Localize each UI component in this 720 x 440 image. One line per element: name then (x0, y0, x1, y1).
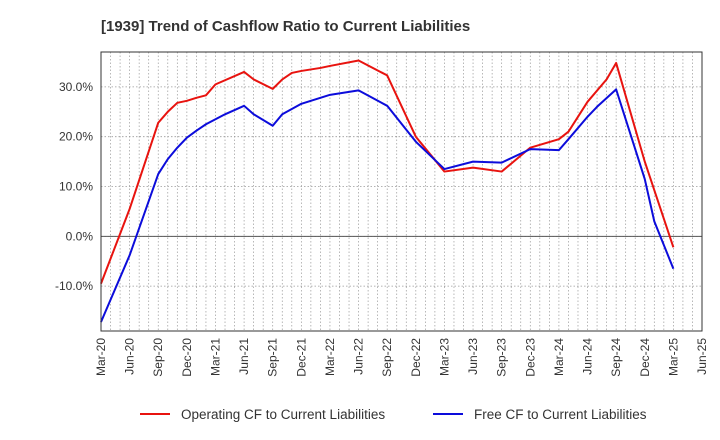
x-tick-label: Dec-22 (409, 338, 423, 377)
x-tick-label: Jun-23 (466, 338, 480, 375)
x-tick-label: Dec-20 (180, 338, 194, 377)
series-layer (100, 59, 675, 323)
x-tick-label: Mar-25 (666, 338, 680, 376)
legend-label-free-cf: Free CF to Current Liabilities (474, 407, 647, 422)
legend: Operating CF to Current Liabilities Free… (140, 407, 647, 422)
grid (100, 52, 703, 331)
y-tick-label: -10.0% (55, 279, 93, 293)
x-tick-label: Jun-24 (581, 338, 595, 375)
x-tick-label: Dec-21 (294, 338, 308, 377)
x-tick-label: Mar-24 (552, 338, 566, 376)
x-tick-label: Mar-21 (208, 338, 222, 376)
plot-frame (100, 51, 703, 332)
chart-title: [1939] Trend of Cashflow Ratio to Curren… (101, 18, 470, 35)
x-tick-label: Sep-21 (266, 338, 280, 377)
y-tick-label: 0.0% (66, 229, 94, 243)
x-tick-label: Sep-24 (609, 338, 623, 377)
y-tick-label: 10.0% (59, 180, 93, 194)
x-axis-tick-labels: Mar-20 Jun-20 Sep-20 Dec-20 Mar-21 Jun-21 Sep-… (94, 338, 709, 377)
x-tick-label: Sep-20 (151, 338, 165, 377)
x-tick-label: Sep-23 (495, 338, 509, 377)
x-tick-label: Dec-24 (638, 338, 652, 377)
y-tick-label: 20.0% (59, 130, 93, 144)
x-tick-label: Jun-25 (695, 338, 709, 375)
x-tick-label: Mar-22 (323, 338, 337, 376)
x-tick-label: Mar-23 (437, 338, 451, 376)
x-tick-label: Dec-23 (523, 338, 537, 377)
y-axis-tick-labels: -10.0% 0.0% 10.0% 20.0% 30.0% (55, 80, 93, 293)
series-line-free-cf (100, 88, 675, 323)
x-tick-label: Jun-21 (237, 338, 251, 375)
x-tick-label: Jun-20 (123, 338, 137, 375)
x-tick-label: Jun-22 (352, 338, 366, 375)
legend-label-operating-cf: Operating CF to Current Liabilities (181, 407, 385, 422)
series-line-operating-cf (100, 59, 675, 285)
x-tick-label: Sep-22 (380, 338, 394, 377)
y-tick-label: 30.0% (59, 80, 93, 94)
x-tick-label: Mar-20 (94, 338, 108, 376)
